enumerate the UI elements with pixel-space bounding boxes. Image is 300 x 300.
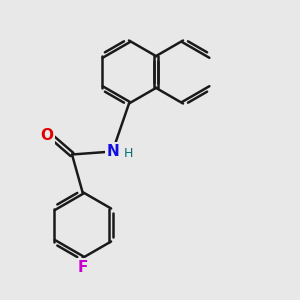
- Text: N: N: [106, 144, 119, 159]
- Text: O: O: [40, 128, 53, 142]
- Text: H: H: [123, 146, 133, 160]
- Text: F: F: [77, 260, 88, 274]
